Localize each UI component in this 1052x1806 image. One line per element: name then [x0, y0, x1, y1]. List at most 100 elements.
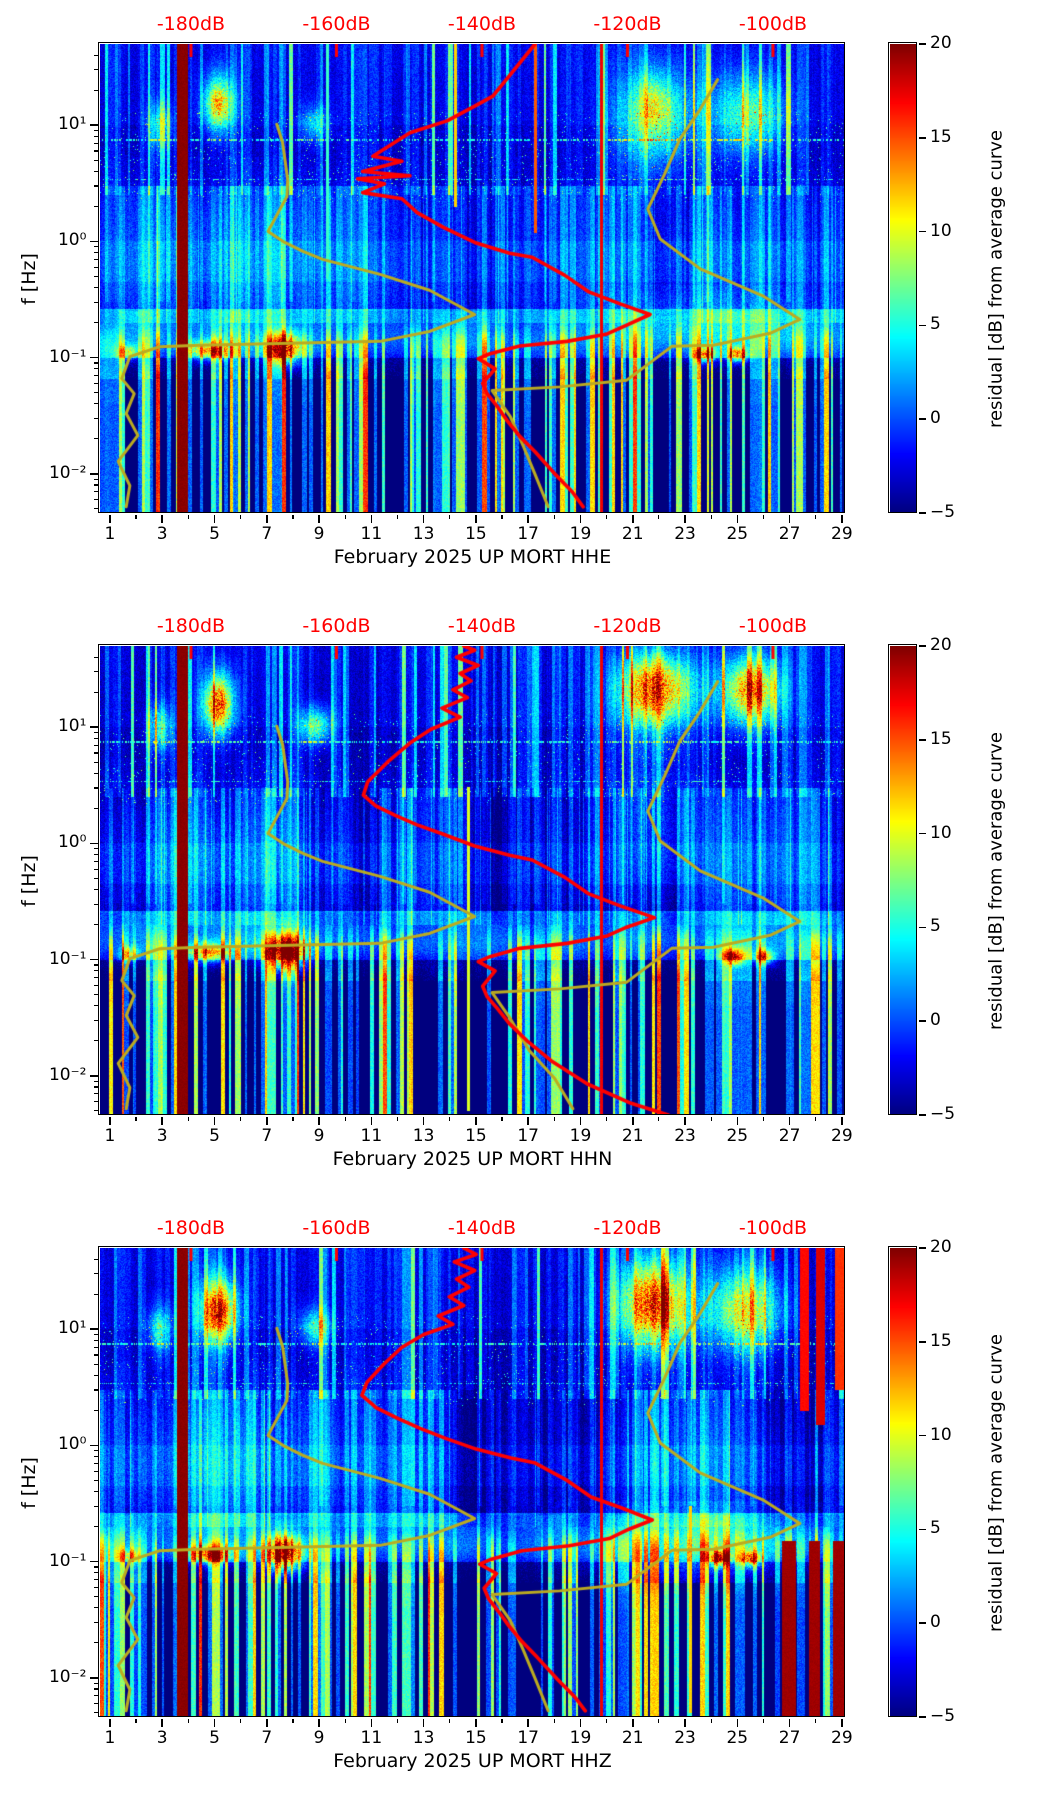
y-tick-label: 10⁰ — [57, 832, 87, 853]
y-minor-tick — [93, 478, 99, 480]
x-major-tick — [318, 514, 320, 523]
x-major-tick — [109, 1116, 111, 1125]
y-tick-label: 10⁻² — [48, 462, 87, 483]
y-minor-tick — [93, 1579, 99, 1581]
colorbar-tick — [918, 926, 926, 929]
x-minor-tick — [449, 1718, 451, 1724]
y-minor-tick — [93, 1491, 99, 1493]
top-axis-db-label: -180dB — [156, 13, 226, 35]
colorbar-tick-label: 10 — [930, 220, 952, 241]
x-tick-label: 19 — [569, 524, 592, 544]
x-minor-tick — [135, 1718, 137, 1724]
x-minor-tick — [762, 1718, 765, 1724]
x-minor-tick — [606, 1116, 608, 1122]
x-minor-tick — [292, 1718, 294, 1724]
x-major-tick — [318, 1116, 320, 1125]
y-minor-tick — [93, 656, 99, 658]
x-tick-label: 13 — [412, 524, 435, 544]
colorbar-hhz — [890, 1248, 917, 1717]
y-minor-tick — [93, 252, 99, 254]
colorbar-tick-label: 15 — [930, 126, 952, 147]
y-minor-tick — [93, 170, 99, 173]
x-minor-tick — [344, 514, 346, 520]
x-minor-tick — [344, 1718, 346, 1724]
y-minor-tick — [93, 135, 99, 138]
y-minor-tick — [93, 205, 99, 208]
x-major-tick — [213, 1718, 216, 1727]
x-minor-tick — [815, 1116, 817, 1122]
x-tick-label: 13 — [412, 1728, 435, 1748]
colorbar-tick-label: 0 — [930, 1612, 941, 1633]
x-major-tick — [527, 1116, 529, 1125]
x-tick-label: 27 — [778, 1728, 801, 1748]
y-minor-tick — [93, 691, 99, 693]
y-minor-tick — [93, 1354, 99, 1356]
colorbar-tick — [918, 1247, 926, 1249]
y-minor-tick — [93, 391, 99, 394]
y-minor-tick — [93, 54, 99, 56]
top-axis-db-label: -140dB — [447, 1217, 517, 1239]
y-minor-tick — [93, 362, 99, 364]
top-axis-db-label: -180dB — [156, 1217, 226, 1239]
colorbar-tick — [918, 1716, 926, 1718]
x-major-tick — [736, 1116, 739, 1125]
colorbar-tick — [918, 1528, 926, 1531]
colorbar-tick-label: 20 — [930, 1237, 952, 1257]
x-major-tick — [684, 1116, 686, 1125]
y-minor-tick — [93, 1682, 99, 1684]
y-minor-tick — [93, 1479, 99, 1481]
x-major-tick — [631, 514, 634, 523]
x-tick-label: 11 — [360, 524, 383, 544]
top-axis-db-label: -160dB — [302, 13, 371, 35]
y-major-tick — [90, 726, 99, 728]
top-axis-db-label: -100dB — [738, 615, 808, 637]
colorbar-tick — [918, 739, 926, 741]
y-minor-tick — [93, 1100, 99, 1103]
y-major-tick — [90, 124, 99, 126]
x-major-tick — [579, 514, 582, 523]
x-minor-tick — [606, 1718, 608, 1724]
y-minor-tick — [93, 185, 99, 187]
x-tick-label: 25 — [726, 1728, 749, 1748]
x-tick-label: 1 — [104, 1728, 116, 1748]
y-minor-tick — [93, 1572, 99, 1574]
y-tick-label: 10¹ — [57, 716, 87, 737]
colorbar-tick-label: 15 — [930, 1330, 952, 1351]
x-axis-label-hhe: February 2025 UP MORT HHE — [333, 546, 612, 568]
x-minor-tick — [396, 1718, 399, 1724]
x-major-tick — [788, 1718, 791, 1727]
y-minor-tick — [93, 1642, 99, 1644]
x-minor-tick — [187, 1718, 189, 1724]
y-major-tick — [90, 1677, 99, 1679]
x-major-tick — [788, 1116, 791, 1125]
y-minor-tick — [93, 737, 99, 740]
y-minor-tick — [93, 924, 99, 926]
y-minor-tick — [93, 275, 99, 277]
y-minor-tick — [93, 491, 99, 493]
x-minor-tick — [815, 1718, 817, 1724]
y-major-tick — [90, 1328, 99, 1330]
x-tick-label: 15 — [465, 524, 487, 544]
colorbar-tick — [918, 832, 926, 835]
x-minor-tick — [135, 1116, 137, 1122]
y-tick-label: 10⁰ — [57, 230, 87, 251]
colorbar-label: residual [dB] from average curve — [985, 731, 1006, 1030]
x-tick-label: 1 — [104, 1126, 116, 1146]
y-minor-tick — [93, 977, 99, 979]
x-minor-tick — [449, 514, 451, 520]
colorbar-label: residual [dB] from average curve — [985, 1333, 1006, 1632]
x-major-tick — [109, 514, 111, 523]
y-minor-tick — [93, 860, 99, 862]
colorbar-tick-label: 0 — [930, 408, 941, 429]
x-major-tick — [736, 1718, 739, 1727]
y-minor-tick — [93, 761, 99, 763]
colorbar-tick-label: 20 — [930, 33, 952, 53]
x-minor-tick — [501, 1718, 503, 1724]
y-minor-tick — [93, 89, 99, 91]
x-tick-label: 19 — [569, 1728, 592, 1748]
y-minor-tick — [93, 964, 99, 966]
x-major-tick — [109, 1718, 111, 1727]
y-minor-tick — [93, 417, 99, 419]
y-minor-tick — [93, 1258, 99, 1260]
